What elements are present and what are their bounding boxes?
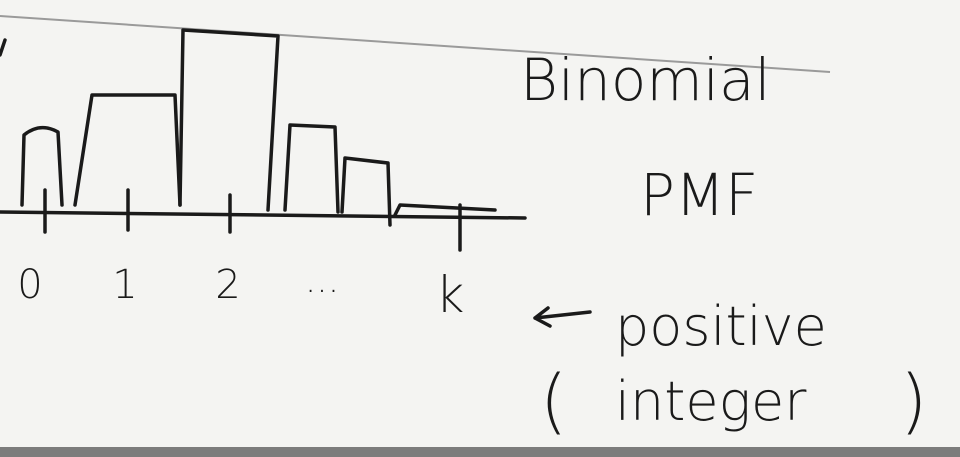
board-frame — [0, 447, 960, 457]
bar — [393, 203, 497, 217]
histogram-sketch — [0, 28, 592, 328]
axis-label: 0 — [17, 262, 42, 308]
bar — [178, 28, 280, 212]
heading-line: Binomial — [520, 46, 771, 114]
stroke — [0, 38, 7, 57]
bar — [73, 93, 182, 207]
axis-label: 1 — [112, 262, 137, 308]
axis-line — [0, 210, 527, 220]
axis-labels: 0 1 2 ... k — [17, 260, 464, 324]
note-line: integer — [615, 370, 807, 433]
bar — [283, 123, 340, 214]
note-line: positive — [615, 295, 827, 358]
arrow — [533, 306, 592, 328]
bar — [340, 156, 392, 227]
axis-label: k — [436, 266, 465, 324]
tick-mark — [43, 188, 462, 252]
axis-label: 2 — [215, 262, 240, 308]
bar — [20, 125, 64, 207]
axis-label: ... — [305, 260, 339, 301]
note-paren: ( — [540, 360, 567, 442]
heading-line: PMF — [640, 161, 758, 229]
note-paren: ) — [900, 360, 927, 442]
board-edge — [0, 15, 831, 73]
